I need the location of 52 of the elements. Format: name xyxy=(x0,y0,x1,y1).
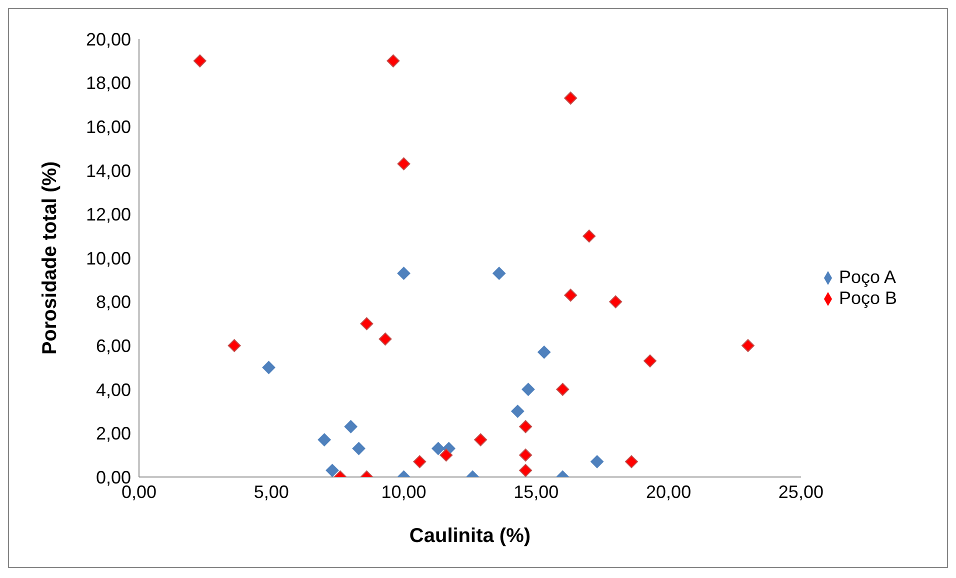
point xyxy=(352,442,366,456)
x-tick-label: 15,00 xyxy=(514,482,559,502)
point xyxy=(386,54,400,68)
point xyxy=(564,288,578,302)
x-tick-label: 25,00 xyxy=(778,482,824,502)
point xyxy=(344,420,358,434)
x-axis-title: Caulinita (%) xyxy=(409,525,531,547)
point xyxy=(413,455,426,468)
point xyxy=(519,448,532,462)
y-tick-label: 18,00 xyxy=(86,73,131,94)
point xyxy=(741,339,754,352)
point xyxy=(644,354,657,368)
point xyxy=(326,464,339,477)
point xyxy=(397,266,410,280)
y-axis-title: Porosidade total (%) xyxy=(39,161,62,355)
point xyxy=(492,266,506,280)
y-tick-label: 6,00 xyxy=(96,336,131,356)
point xyxy=(318,433,331,446)
y-tick-label: 14,00 xyxy=(86,160,131,181)
point xyxy=(511,404,524,418)
legend-label: Poço A xyxy=(838,267,896,287)
y-tick-label: 20,00 xyxy=(86,29,131,50)
point xyxy=(519,420,532,434)
y-tick-label: 10,00 xyxy=(86,248,131,268)
y-tick-label: 12,00 xyxy=(86,204,131,225)
point xyxy=(432,442,445,456)
x-tick-label: 10,00 xyxy=(381,482,426,502)
point xyxy=(228,339,241,352)
point xyxy=(609,295,622,308)
point xyxy=(538,346,551,359)
point xyxy=(564,92,578,105)
point xyxy=(582,230,596,243)
point xyxy=(556,382,570,396)
y-tick-label: 4,00 xyxy=(96,380,131,400)
point xyxy=(360,317,374,330)
point xyxy=(378,332,392,346)
y-tick-label: 8,00 xyxy=(96,292,131,312)
point xyxy=(440,448,453,462)
x-tick-label: 20,00 xyxy=(646,482,692,502)
y-tick-label: 0,00 xyxy=(96,467,131,488)
point xyxy=(519,464,532,477)
point xyxy=(397,157,410,170)
y-tick-label: 2,00 xyxy=(96,424,131,444)
y-tick-label: 16,00 xyxy=(86,116,131,137)
point xyxy=(474,433,488,446)
point xyxy=(590,455,604,468)
legend-label: Poço B xyxy=(838,288,897,308)
point xyxy=(522,382,535,396)
x-tick-label: 5,00 xyxy=(254,482,289,502)
point xyxy=(624,455,638,468)
point xyxy=(193,54,206,68)
point xyxy=(262,361,276,374)
